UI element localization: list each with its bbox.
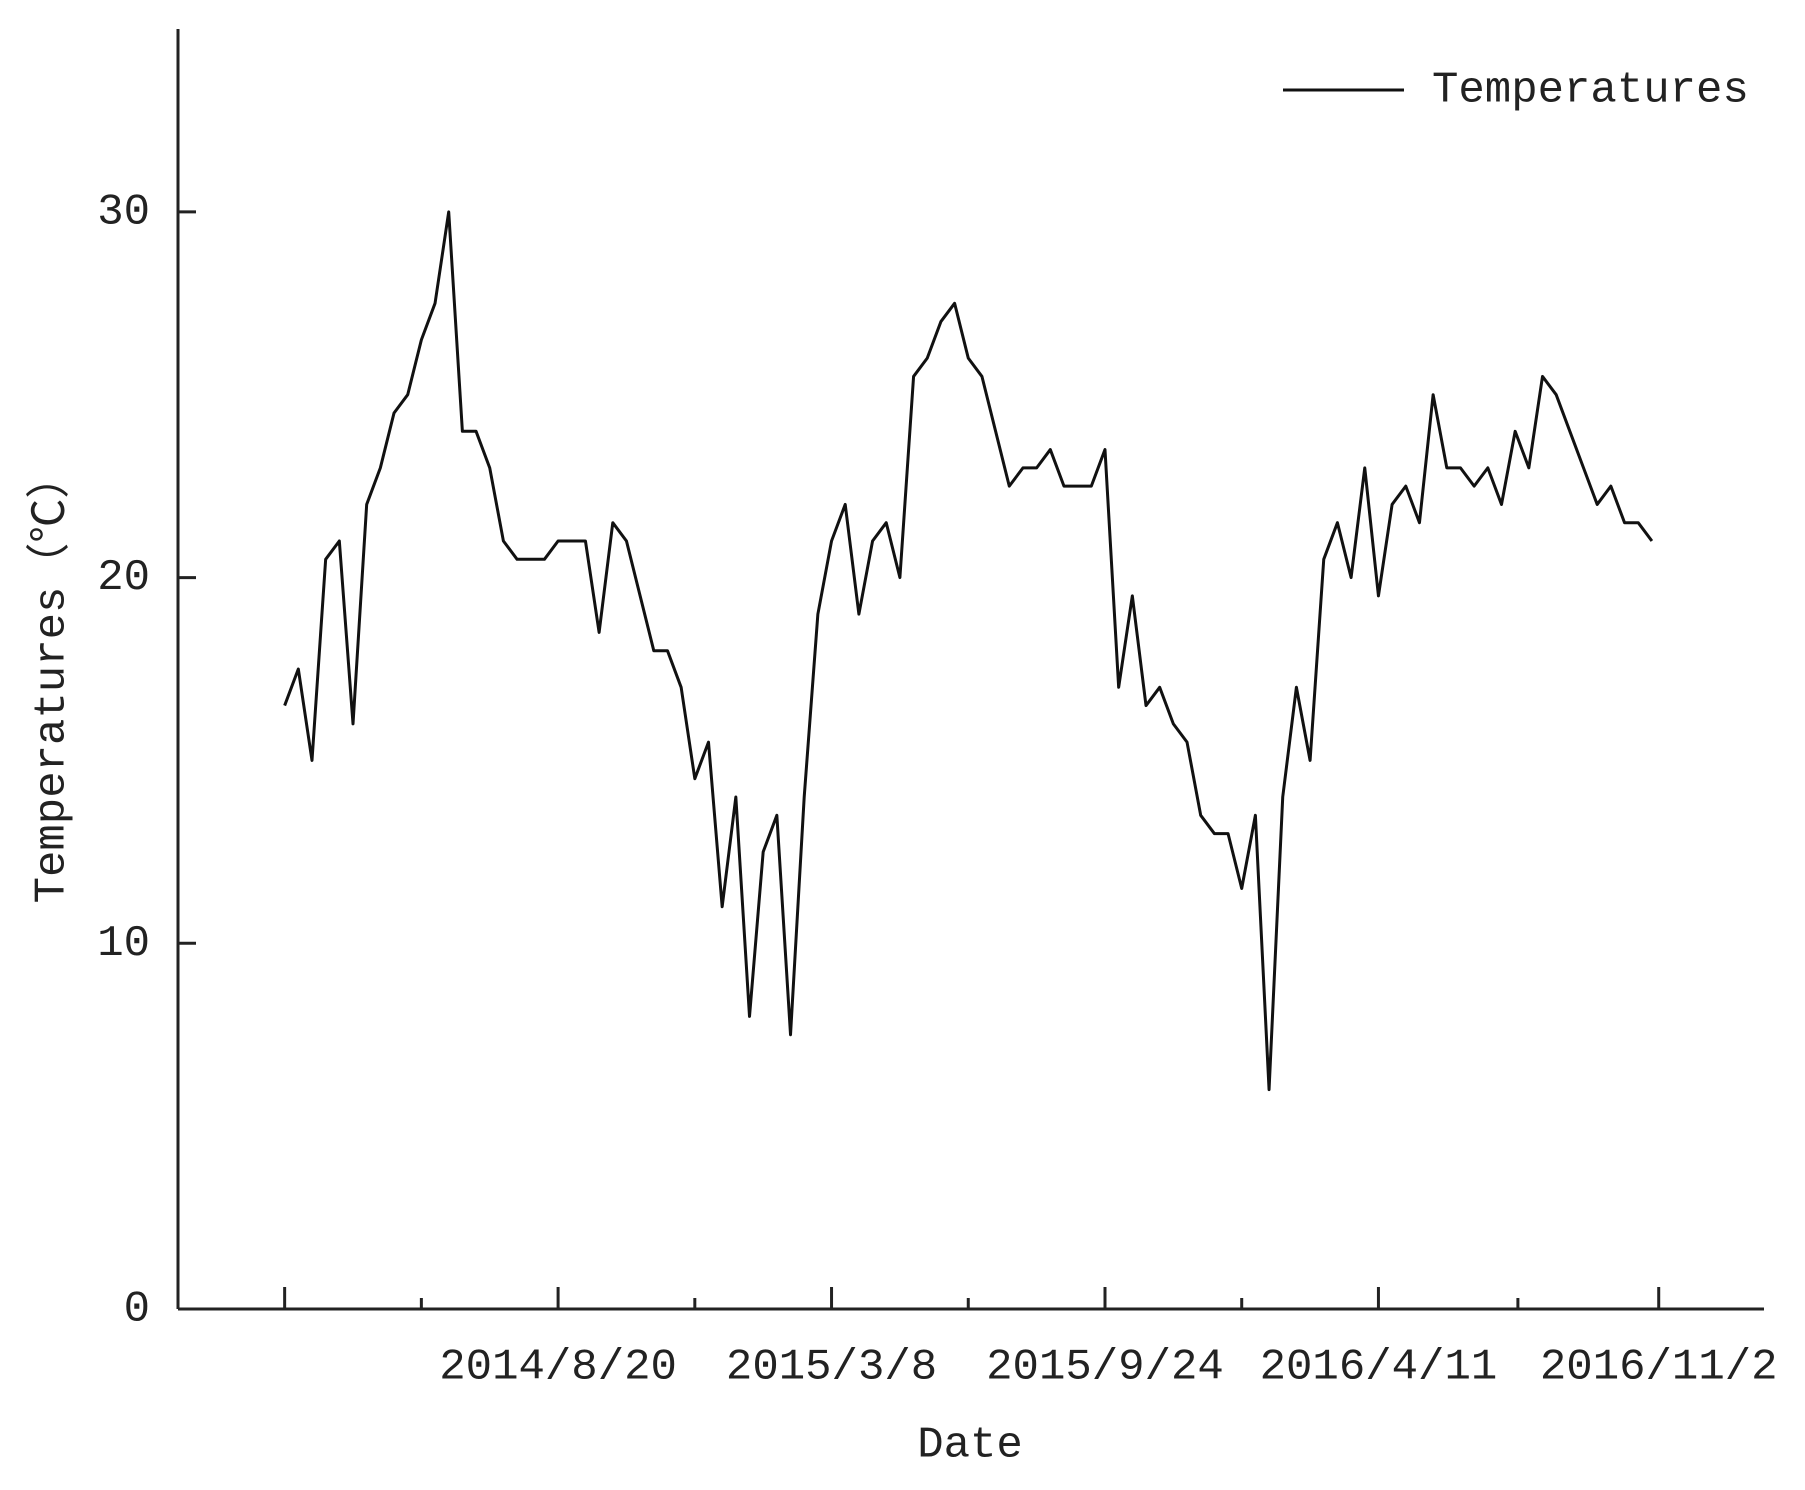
y-tick-label: 20 xyxy=(97,553,150,603)
legend-label: Temperatures xyxy=(1432,66,1749,116)
x-tick-label: 2015/9/24 xyxy=(986,1343,1224,1393)
series-line xyxy=(283,210,1654,1092)
y-tick-label: 30 xyxy=(97,187,150,237)
x-tick-label: 2016/4/11 xyxy=(1260,1343,1498,1393)
x-tick-label: 2014/8/20 xyxy=(439,1343,677,1393)
x-axis-label: Date xyxy=(917,1421,1023,1471)
y-tick-label: 10 xyxy=(97,919,150,969)
x-tick-label: 2015/3/8 xyxy=(726,1343,937,1393)
x-tick-label: 2016/11/2 xyxy=(1540,1343,1778,1393)
y-tick-label: 0 xyxy=(124,1285,150,1335)
y-axis-label: Temperatures（℃） xyxy=(26,455,78,904)
